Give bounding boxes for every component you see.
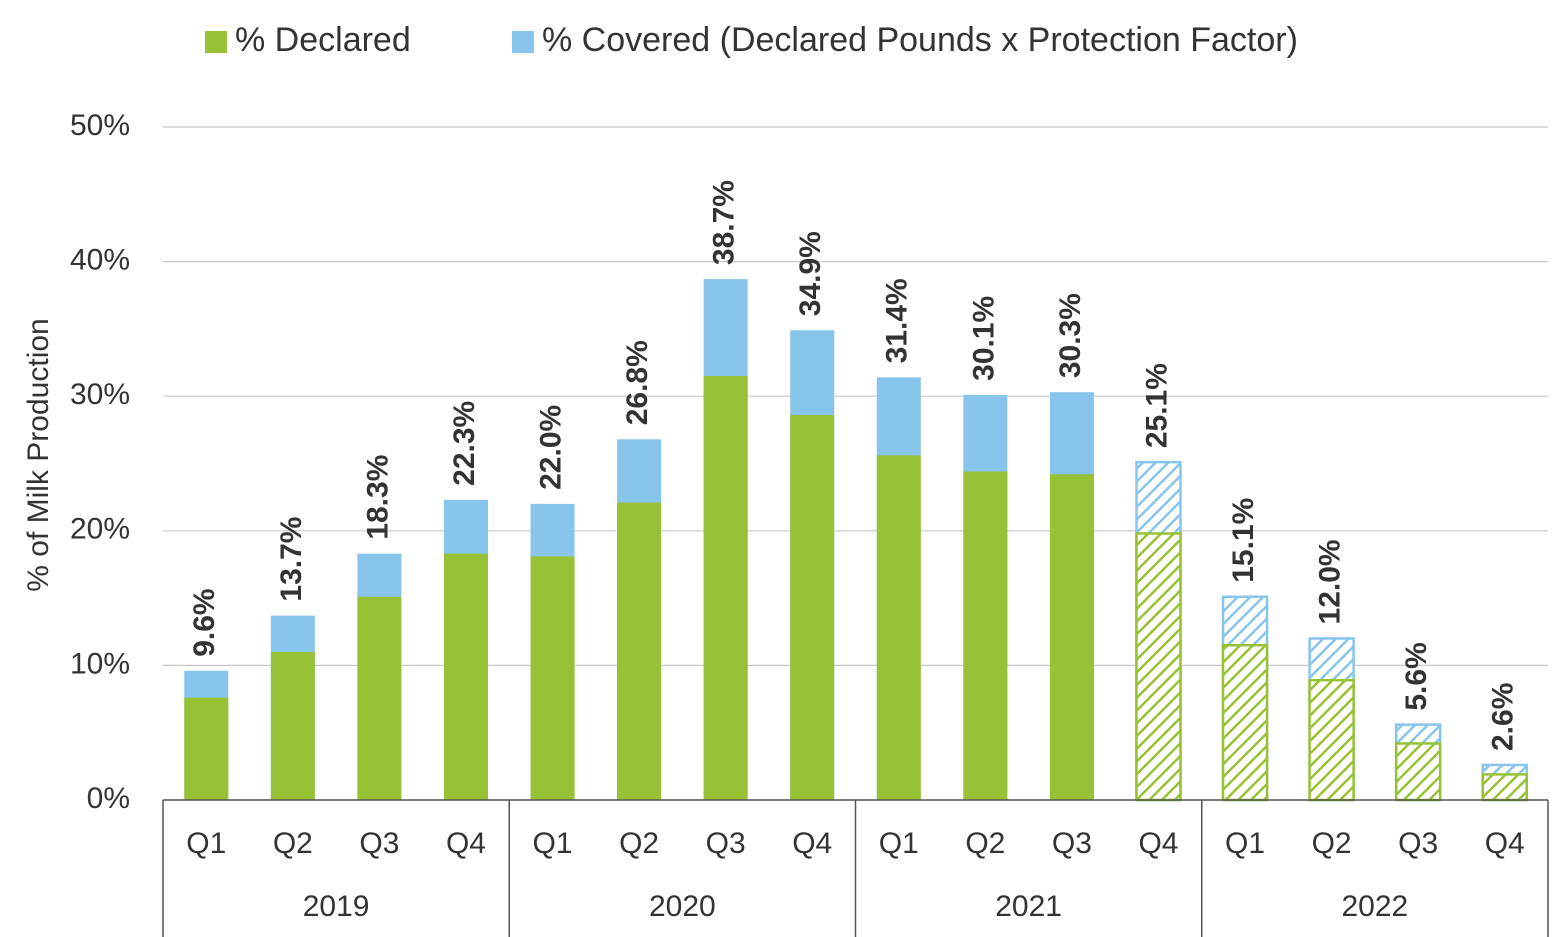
data-label: 26.8% xyxy=(621,340,654,425)
bar xyxy=(357,596,402,800)
x-tick-label: Q4 xyxy=(1485,827,1525,860)
x-tick-label: Q2 xyxy=(619,827,659,860)
data-label: 30.3% xyxy=(1054,293,1087,378)
data-label: 22.3% xyxy=(448,401,481,486)
bar xyxy=(1221,643,1269,802)
bar xyxy=(184,697,229,800)
bar xyxy=(1394,742,1442,802)
group-label: 2022 xyxy=(1342,890,1409,923)
x-tick-label: Q2 xyxy=(965,827,1005,860)
x-tick-label: Q2 xyxy=(273,827,313,860)
bar xyxy=(963,471,1008,800)
x-tick-label: Q1 xyxy=(186,827,226,860)
data-label: 12.0% xyxy=(1314,539,1347,624)
x-tick-label: Q2 xyxy=(1312,827,1352,860)
x-tick-label: Q3 xyxy=(1398,827,1438,860)
y-tick-label: 20% xyxy=(70,513,130,546)
data-label: 34.9% xyxy=(794,231,827,316)
group-label: 2021 xyxy=(995,890,1062,923)
y-axis-label: % of Milk Production xyxy=(22,318,55,591)
data-label: 18.3% xyxy=(361,455,394,540)
data-label: 31.4% xyxy=(881,278,914,363)
y-tick-label: 30% xyxy=(70,378,130,411)
data-label: 38.7% xyxy=(708,180,741,265)
legend-label: % Declared xyxy=(235,21,411,59)
legend-swatch xyxy=(512,31,534,53)
data-label: 15.1% xyxy=(1227,498,1260,583)
data-label: 9.6% xyxy=(188,588,221,656)
data-label: 22.0% xyxy=(534,405,567,490)
group-label: 2020 xyxy=(649,890,716,923)
bar xyxy=(617,502,662,800)
legend-swatch xyxy=(205,31,227,53)
bar xyxy=(530,556,575,800)
data-label: 25.1% xyxy=(1140,363,1173,448)
data-label: 30.1% xyxy=(967,296,1000,381)
y-tick-label: 40% xyxy=(70,244,130,277)
x-tick-label: Q4 xyxy=(792,827,832,860)
data-label: 2.6% xyxy=(1487,683,1520,751)
x-tick-label: Q1 xyxy=(879,827,919,860)
bar xyxy=(443,553,488,800)
y-tick-label: 50% xyxy=(70,109,130,142)
x-tick-label: Q3 xyxy=(359,827,399,860)
bar xyxy=(876,455,921,800)
bar xyxy=(1135,532,1182,802)
y-tick-label: 10% xyxy=(70,647,130,680)
bar xyxy=(790,415,835,800)
bar xyxy=(1049,474,1094,800)
legend-label: % Covered (Declared Pounds x Protection … xyxy=(542,21,1298,59)
x-tick-label: Q1 xyxy=(1225,827,1265,860)
bar xyxy=(703,376,748,800)
group-label: 2019 xyxy=(303,890,370,923)
x-tick-label: Q3 xyxy=(1052,827,1092,860)
bar xyxy=(1481,773,1528,802)
y-tick-label: 0% xyxy=(87,782,130,815)
data-label: 13.7% xyxy=(275,517,308,602)
data-label: 5.6% xyxy=(1400,642,1433,710)
x-tick-label: Q4 xyxy=(446,827,486,860)
bar xyxy=(1308,678,1355,802)
bar xyxy=(270,651,315,800)
x-tick-label: Q3 xyxy=(706,827,746,860)
x-tick-label: Q4 xyxy=(1138,827,1178,860)
x-tick-label: Q1 xyxy=(533,827,573,860)
